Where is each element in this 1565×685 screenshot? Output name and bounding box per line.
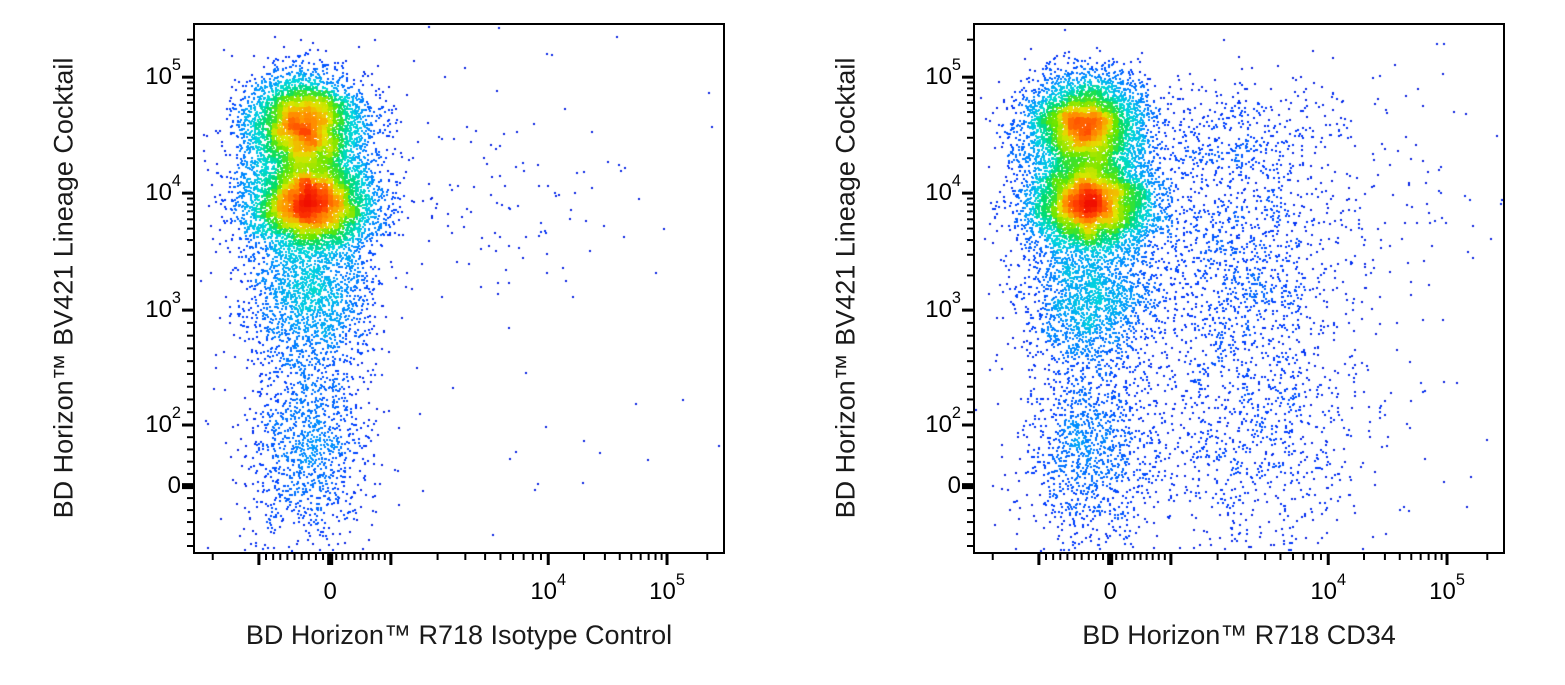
x-tick-label: 104 <box>530 571 567 605</box>
x-tick-label: 0 <box>1103 578 1117 605</box>
y-axis-title-cd34: BD Horizon™ BV421 Lineage Cocktail <box>830 57 861 519</box>
y-tick-label: 105 <box>925 56 961 91</box>
y-tick-label: 0 <box>947 472 961 500</box>
x-tick-label: 104 <box>1310 571 1347 605</box>
y-tick-label: 102 <box>925 404 961 438</box>
y-tick-label: 102 <box>145 404 181 438</box>
x-axis-title-cd34: BD Horizon™ R718 CD34 <box>1082 620 1396 650</box>
x-tick-label: 0 <box>323 578 337 605</box>
y-tick-label: 104 <box>925 172 961 207</box>
x-tick-label: 105 <box>1429 571 1465 605</box>
cd34-scatter-canvas <box>975 25 1503 552</box>
y-tick-label: 105 <box>145 56 181 91</box>
cd34-plot-frame <box>973 23 1505 554</box>
y-tick-label: 103 <box>925 289 961 324</box>
y-tick-label: 103 <box>145 289 181 324</box>
y-axis-title-isotype: BD Horizon™ BV421 Lineage Cocktail <box>48 57 79 519</box>
isotype-scatter-canvas <box>195 25 723 552</box>
x-axis-title-isotype: BD Horizon™ R718 Isotype Control <box>245 620 673 650</box>
isotype-plot-frame <box>193 23 725 554</box>
y-tick-label: 0 <box>167 472 181 500</box>
y-tick-label: 104 <box>145 172 181 207</box>
x-tick-label: 105 <box>649 571 685 605</box>
